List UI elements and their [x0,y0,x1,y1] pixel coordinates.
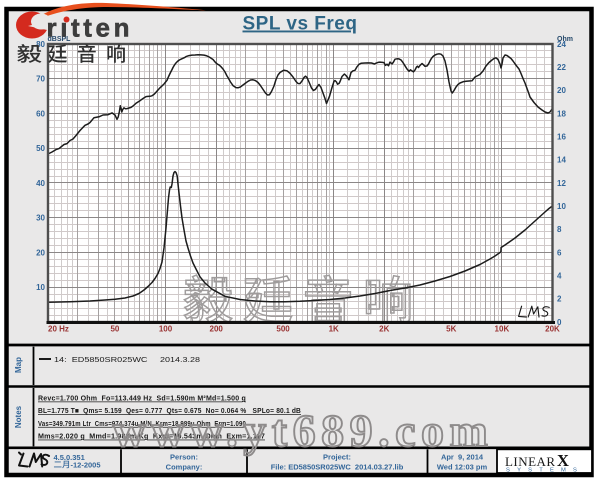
svg-text:Company:: Company: [166,463,203,472]
svg-text:Revc=1.700 Ohm Fo=113.449 Hz: Revc=1.700 Ohm Fo=113.449 Hz Sd=1.590m M… [38,394,246,403]
svg-text:200: 200 [210,325,224,334]
svg-text:2014.3.28: 2014.3.28 [160,357,200,364]
svg-text:dBSPL: dBSPL [48,36,72,43]
svg-text:24: 24 [557,40,566,49]
svg-text:70: 70 [36,75,45,84]
svg-text:0: 0 [557,318,562,327]
svg-text:SPL vs Freq: SPL vs Freq [243,14,358,35]
svg-text:Vas=349.791m Ltr Cms=974.374u: Vas=349.791m Ltr Cms=974.374u M/N Krm=18… [38,419,246,428]
svg-text:14: 14 [557,156,566,165]
svg-text:Mms=2.020 g Mmd=1.983m Kg Kx: Mms=2.020 g Mmd=1.983m Kg Kxm=10.543m Oh… [38,432,265,441]
svg-text:LINEAR: LINEAR [505,454,555,469]
svg-text:60: 60 [36,109,45,118]
svg-text:Map: Map [14,357,23,373]
svg-text:rıtten: rıtten [47,13,134,43]
svg-text:Project:: Project: [323,453,351,462]
svg-text:1K: 1K [329,325,339,334]
svg-text:16: 16 [557,133,566,142]
svg-text:20: 20 [36,248,45,257]
svg-text:80: 80 [36,40,45,49]
svg-text:4: 4 [557,272,562,281]
svg-text:www.yt689.com: www.yt689.com [113,405,494,456]
svg-text:12: 12 [557,179,566,188]
svg-text:8: 8 [557,225,562,234]
svg-text:10K: 10K [495,325,510,334]
svg-text:50: 50 [110,325,119,334]
svg-text:Wed 12:03 pm: Wed 12:03 pm [437,463,488,472]
svg-text:X: X [557,451,569,470]
svg-text:4.5.0.351: 4.5.0.351 [54,453,85,462]
svg-text:Ohm: Ohm [557,36,573,43]
svg-text:Person:: Person: [170,453,198,462]
svg-text:500: 500 [276,325,290,334]
svg-text:10: 10 [36,283,45,292]
svg-text:100: 100 [159,325,173,334]
svg-text:14: ED5850SR025WC: 14: ED5850SR025WC [54,357,148,364]
svg-text:10: 10 [557,202,566,211]
svg-text:Notes: Notes [14,405,23,428]
svg-text:2: 2 [557,295,562,304]
svg-text:40: 40 [36,179,45,188]
svg-text:22: 22 [557,63,566,72]
svg-text:Apr 9, 2014: Apr 9, 2014 [441,453,484,462]
svg-text:50: 50 [36,144,45,153]
svg-text:File: ED5850SR025WC 2014.03.2: File: ED5850SR025WC 2014.03.27.lib [271,463,404,472]
svg-text:BL=1.775 T■ Qms= 5.159 Qes=: BL=1.775 T■ Qms= 5.159 Qes= 0.777 Qts= 0… [38,406,301,415]
svg-text:20: 20 [557,86,566,95]
svg-text:20K: 20K [545,325,560,334]
svg-text:-12-2005: -12-2005 [71,461,101,470]
svg-text:2K: 2K [379,325,389,334]
svg-text:30: 30 [36,214,45,223]
svg-text:20 Hz: 20 Hz [48,325,69,334]
svg-text:18: 18 [557,109,566,118]
svg-text:SYSTEMS: SYSTEMS [506,468,584,474]
svg-text:6: 6 [557,248,562,257]
svg-text:5K: 5K [446,325,456,334]
